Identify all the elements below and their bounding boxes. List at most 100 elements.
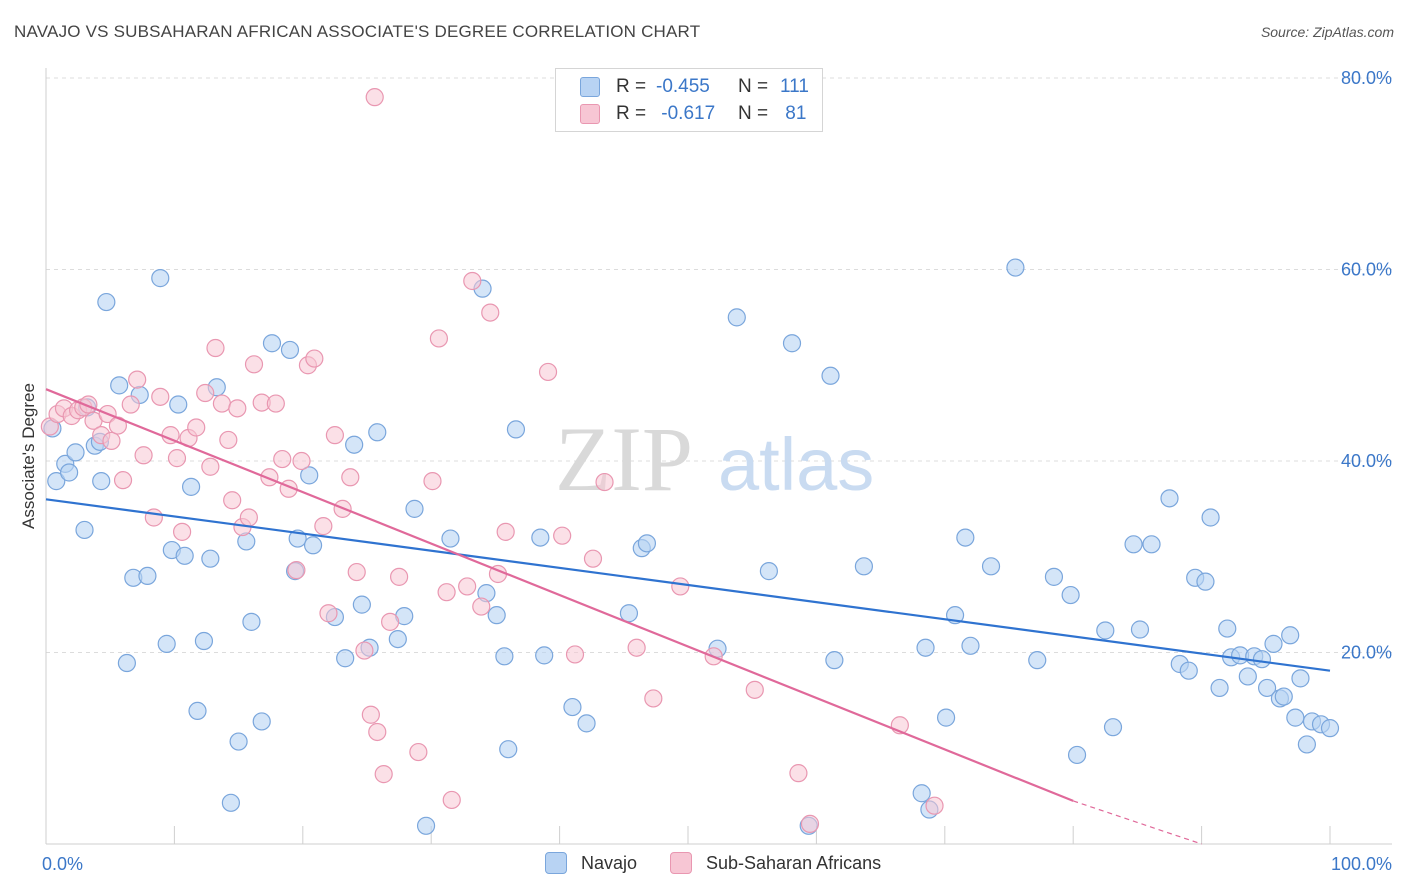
ssa-point xyxy=(314,517,333,536)
navajo-point xyxy=(981,557,1001,576)
navajo-point xyxy=(262,334,282,353)
ssa-point xyxy=(206,338,225,358)
navajo-point xyxy=(201,549,220,568)
navajo-point xyxy=(854,557,874,576)
navajo-point xyxy=(280,340,300,360)
ssa-point xyxy=(223,491,242,510)
navajo-swatch xyxy=(580,77,600,97)
navajo-point xyxy=(1028,651,1047,670)
navajo-point xyxy=(1142,535,1161,554)
navajo-point xyxy=(1130,620,1150,639)
navajo-point xyxy=(759,562,778,581)
navajo-point xyxy=(936,708,956,727)
ssa-swatch xyxy=(580,104,600,124)
legend-r-value: -0.617 xyxy=(656,103,716,124)
navajo-point xyxy=(1264,634,1283,653)
ssa-point xyxy=(325,426,344,445)
navajo-point xyxy=(97,292,116,312)
navajo-point xyxy=(1297,735,1316,754)
navajo-point xyxy=(181,477,201,496)
ssa-point xyxy=(583,549,603,568)
navajo-point xyxy=(535,646,554,665)
navajo-point xyxy=(157,634,176,653)
trend-lines xyxy=(45,388,1331,845)
navajo-point xyxy=(821,366,840,385)
ssa-point xyxy=(437,583,456,602)
navajo-point xyxy=(416,816,436,835)
ssa-point xyxy=(167,449,187,468)
navajo-point xyxy=(961,636,980,655)
navajo-point xyxy=(175,546,194,565)
ssa-point xyxy=(368,722,387,742)
ssa-point xyxy=(187,418,206,437)
ssa-point xyxy=(442,790,461,810)
navajo-point xyxy=(1061,585,1080,605)
navajo-point xyxy=(75,520,94,540)
y-tick-label: 80.0% xyxy=(1341,68,1392,88)
ssa-point xyxy=(134,446,153,465)
ssa-legend-label: Sub-Saharan Africans xyxy=(706,852,882,873)
navajo-legend-swatch xyxy=(545,852,567,874)
navajo-point xyxy=(619,604,639,623)
navajo-point xyxy=(188,701,207,721)
ssa-point xyxy=(800,814,820,833)
ssa-point xyxy=(239,508,258,527)
ssa-point xyxy=(266,394,285,413)
ssa-point xyxy=(319,604,338,623)
navajo-point xyxy=(1210,678,1229,698)
legend-r-label: R = xyxy=(616,76,647,97)
ssa-point xyxy=(565,645,585,664)
navajo-point xyxy=(47,472,66,491)
tick-labels: 20.0% 40.0% 60.0% 80.0% 0.0% 100.0% xyxy=(42,68,1392,874)
navajo-point xyxy=(388,629,407,649)
legend-n-label: N = xyxy=(738,103,769,124)
ssa-point xyxy=(173,522,192,541)
ssa-point xyxy=(347,562,366,582)
navajo-point xyxy=(1103,718,1123,737)
navajo-point xyxy=(1286,708,1305,727)
ssa-trend-line xyxy=(45,388,1074,802)
ssa-point xyxy=(925,796,944,815)
ssa-legend-swatch xyxy=(670,852,692,874)
legend-n-label: N = xyxy=(738,76,769,97)
navajo-point xyxy=(506,420,526,439)
navajo-point xyxy=(242,612,261,631)
watermark-zip: ZIP xyxy=(555,408,693,510)
bottom-legend-navajo: Navajo xyxy=(545,852,637,874)
ssa-point xyxy=(292,451,311,471)
navajo-point xyxy=(825,651,844,670)
y-axis-label: Associate's Degree xyxy=(19,383,38,529)
x-tick-label: 100.0% xyxy=(1331,854,1392,874)
legend-n-value: 81 xyxy=(780,103,807,124)
navajo-point xyxy=(221,793,240,812)
navajo-point xyxy=(782,334,802,353)
navajo-points xyxy=(43,258,1340,835)
ssa-point xyxy=(121,395,140,414)
navajo-point xyxy=(441,529,460,548)
navajo-point xyxy=(336,649,355,668)
y-tick-label: 20.0% xyxy=(1341,643,1392,663)
navajo-point xyxy=(92,472,111,491)
ssa-point xyxy=(423,472,442,491)
navajo-point xyxy=(352,595,371,614)
navajo-point xyxy=(1238,667,1257,686)
ssa-point xyxy=(201,457,220,476)
x-tick-label: 0.0% xyxy=(42,854,83,874)
ssa-point xyxy=(228,399,247,418)
navajo-point xyxy=(1044,567,1064,586)
ssa-trend-extension xyxy=(1073,800,1202,845)
navajo-point xyxy=(1201,508,1220,527)
ssa-point xyxy=(374,765,393,784)
legend-row-navajo: R = -0.455 N = 111 xyxy=(580,74,809,100)
ssa-point xyxy=(463,271,482,291)
navajo-point xyxy=(151,269,170,288)
ssa-point xyxy=(365,88,384,107)
ssa-point xyxy=(144,508,163,527)
legend-r-value: -0.455 xyxy=(656,76,710,97)
ssa-point xyxy=(273,449,292,469)
navajo-point xyxy=(1096,621,1115,640)
navajo-point xyxy=(487,606,506,625)
ssa-point xyxy=(481,303,500,322)
legend-box: R = -0.455 N = 111 R = -0.617 N = 81 xyxy=(555,68,823,132)
ssa-point xyxy=(553,526,572,545)
